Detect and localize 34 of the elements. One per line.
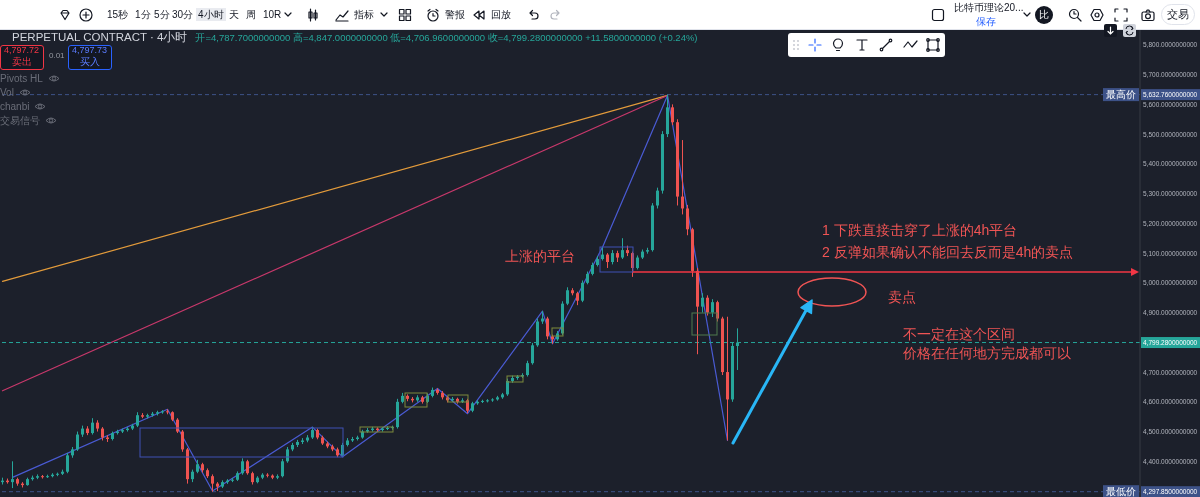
chart-title: PERPETUAL CONTRACT · 4小时: [12, 31, 188, 44]
annotation: Pivots HL: [0, 73, 43, 84]
chart-subtitle: 开=4,787.7000000000 高=4,847.0000000000 低=4,706.9600000000 收=4,799.2800000000 +11.5800000000 (+0.24%): [195, 32, 698, 44]
annotation: 价格在任何地方完成都可以: [903, 345, 1071, 362]
text: 4小时: [196, 8, 226, 21]
text: 10R: [263, 9, 282, 20]
text: 5分: [154, 9, 170, 20]
ref-line-label: 最高价: [1106, 89, 1136, 101]
text: 回放: [491, 9, 511, 20]
annotation: 交易信号: [0, 115, 40, 126]
text: 1分: [135, 9, 151, 20]
annotation: 不一定在这个区间: [903, 326, 1015, 343]
annotation: 买入: [80, 56, 100, 67]
annotation: 2 反弹如果确认不能回去反而是4h的卖点: [822, 244, 1074, 261]
annotation: chanbi: [0, 101, 30, 112]
text: 30分: [172, 9, 194, 20]
text: 周: [246, 9, 256, 20]
text: 警报: [445, 9, 465, 20]
annotation: 卖点: [888, 289, 916, 306]
annotation: 上涨的平台: [505, 248, 575, 265]
annotation: 4,797.73: [72, 45, 108, 56]
annotation: 4,797.72: [4, 45, 40, 56]
annotation: 1 下跌直接击穿了上涨的4h平台: [822, 222, 1018, 239]
text: 比特币理论20...: [954, 2, 1024, 13]
text: 指标: [354, 9, 374, 20]
text: 天: [229, 9, 239, 20]
text: 保存: [976, 16, 996, 27]
ref-line-label: 最低价: [1106, 486, 1136, 497]
annotation: Vol: [0, 87, 14, 98]
annotation: 0.01: [49, 51, 65, 61]
text: 15秒: [107, 9, 129, 20]
text: 交易: [1167, 8, 1189, 21]
text: 比: [1039, 9, 1049, 20]
annotation: 卖出: [12, 56, 32, 67]
